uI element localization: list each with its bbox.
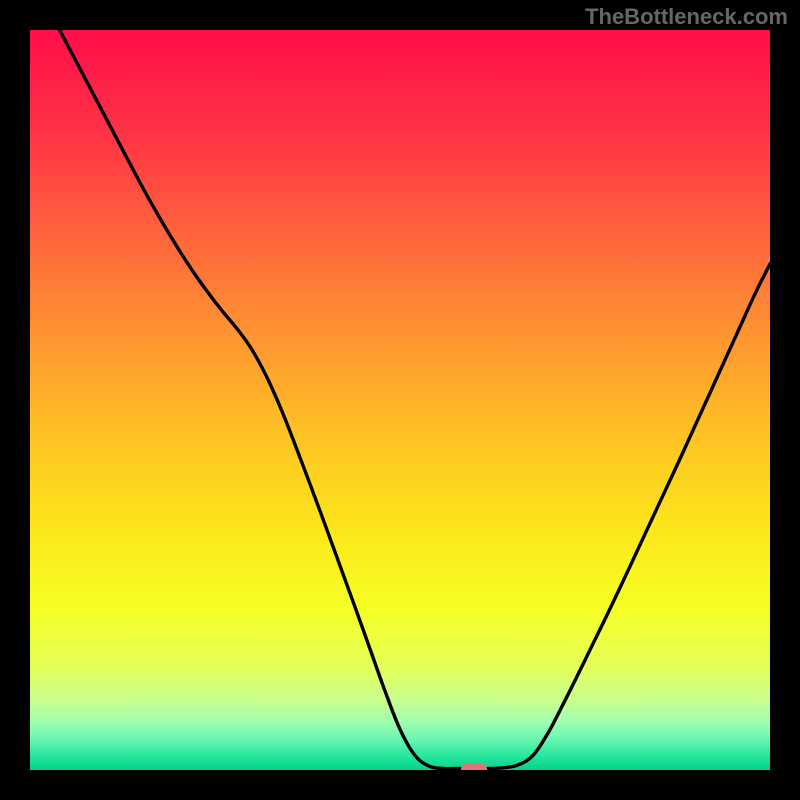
chart-container: TheBottleneck.com xyxy=(0,0,800,800)
watermark-label: TheBottleneck.com xyxy=(585,4,788,30)
plot-svg xyxy=(30,30,770,770)
plot-area xyxy=(30,30,770,770)
gradient-background xyxy=(30,30,770,770)
optimum-marker xyxy=(461,763,487,770)
